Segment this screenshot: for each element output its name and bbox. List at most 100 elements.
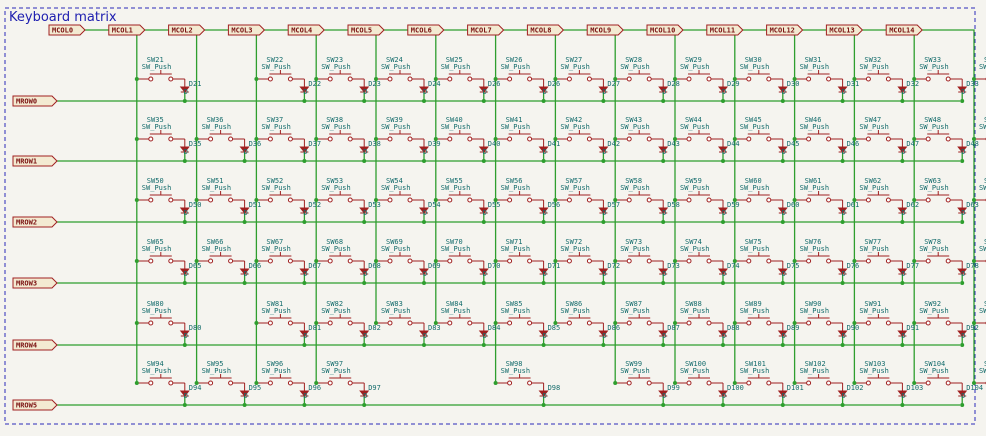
- junction-dot: [912, 259, 917, 263]
- switch-contact: [208, 258, 214, 264]
- switch-ref: SW77: [864, 238, 881, 246]
- switch-contact: [646, 320, 652, 326]
- switch-ref: SW37: [266, 116, 283, 124]
- diode-ref: D26: [548, 80, 561, 88]
- junction-dot: [374, 137, 378, 141]
- switch-contact: [228, 136, 234, 142]
- switch-contact: [945, 136, 951, 142]
- switch-contact: [387, 136, 393, 142]
- switch-contact: [387, 76, 393, 82]
- switch-value: SW_Push: [202, 367, 232, 375]
- diode-value: D: [782, 392, 786, 400]
- sheet-title: Keyboard matrix: [9, 10, 117, 25]
- col-label-text: MCOL11: [710, 27, 735, 35]
- diode-value: D: [662, 332, 666, 340]
- switch-contact: [287, 380, 293, 386]
- diode-value: D: [303, 332, 307, 340]
- col-wire-0: [85, 29, 138, 383]
- switch-value: SW_Push: [979, 184, 986, 192]
- switch-contact: [646, 258, 652, 264]
- switch-contact: [327, 76, 333, 82]
- junction-dot: [960, 343, 965, 347]
- switch-ref: SW53: [326, 177, 343, 185]
- switch-contact: [586, 320, 592, 326]
- key-sw49: SW49SW_PushD49D: [972, 116, 986, 141]
- junction-dot: [732, 321, 737, 325]
- junction-dot: [792, 77, 797, 81]
- diode-ref: D101: [787, 384, 804, 392]
- diode-symbol: [957, 330, 968, 337]
- switch-ref: SW73: [625, 238, 642, 246]
- diode-symbol: [299, 86, 310, 93]
- junction-dot: [900, 159, 905, 163]
- switch-value: SW_Push: [680, 63, 710, 71]
- diode-symbol: [239, 390, 250, 397]
- diode-value: D: [722, 270, 726, 278]
- switch-contact: [527, 136, 533, 142]
- junction-dot: [721, 403, 725, 407]
- switch-contact: [925, 76, 931, 82]
- col-label-text: MCOL9: [590, 27, 611, 35]
- switch-value: SW_Push: [321, 63, 351, 71]
- switch-ref: SW38: [326, 116, 343, 124]
- junction-dot: [302, 99, 307, 103]
- diode-value: D: [543, 209, 547, 217]
- switch-contact: [925, 320, 931, 326]
- switch-contact: [287, 258, 293, 264]
- col-label-text: MCOL14: [889, 27, 914, 35]
- diode-ref: D59: [727, 201, 740, 209]
- junction-dot: [972, 321, 976, 325]
- key-sw64: SW64SW_PushD64D: [972, 177, 986, 202]
- diode-value: D: [184, 392, 188, 400]
- switch-contact: [327, 258, 333, 264]
- diode-ref: D80: [189, 324, 202, 332]
- switch-contact: [885, 258, 891, 264]
- switch-contact: [527, 380, 533, 386]
- switch-ref: SW56: [506, 177, 523, 185]
- switch-ref: SW28: [625, 56, 642, 64]
- switch-contact: [766, 258, 772, 264]
- switch-contact: [347, 258, 353, 264]
- col-label-box: [347, 24, 385, 36]
- junction-dot: [852, 137, 857, 141]
- switch-contact: [148, 258, 154, 264]
- diode-value: D: [184, 270, 188, 278]
- switch-contact: [407, 76, 413, 82]
- switch-ref: SW76: [805, 238, 822, 246]
- switch-value: SW_Push: [979, 123, 986, 131]
- diode-value: D: [602, 88, 606, 96]
- switch-contact: [148, 197, 154, 203]
- switch-contact: [586, 258, 592, 264]
- col-label-box: [407, 24, 445, 36]
- row-label-text: MROW1: [16, 158, 37, 166]
- switch-value: SW_Push: [859, 367, 889, 375]
- switch-contact: [527, 76, 533, 82]
- switch-ref: SW50: [147, 177, 164, 185]
- diode-symbol: [598, 207, 609, 214]
- diode-ref: D55: [488, 201, 501, 209]
- switch-contact: [646, 380, 652, 386]
- diode-value: D: [842, 88, 846, 96]
- switch-value: SW_Push: [441, 245, 471, 253]
- diode-value: D: [184, 148, 188, 156]
- switch-contact: [387, 320, 393, 326]
- switch-contact: [148, 380, 154, 386]
- junction-dot: [661, 343, 666, 347]
- junction-dot: [362, 403, 367, 407]
- junction-dot: [960, 403, 965, 407]
- diode-symbol: [359, 86, 370, 93]
- diode-ref: D100: [727, 384, 744, 392]
- row-label-mrow3: MROW3: [12, 277, 58, 289]
- diode-ref: D23: [368, 80, 381, 88]
- junction-dot: [780, 281, 785, 285]
- switch-contact: [287, 320, 293, 326]
